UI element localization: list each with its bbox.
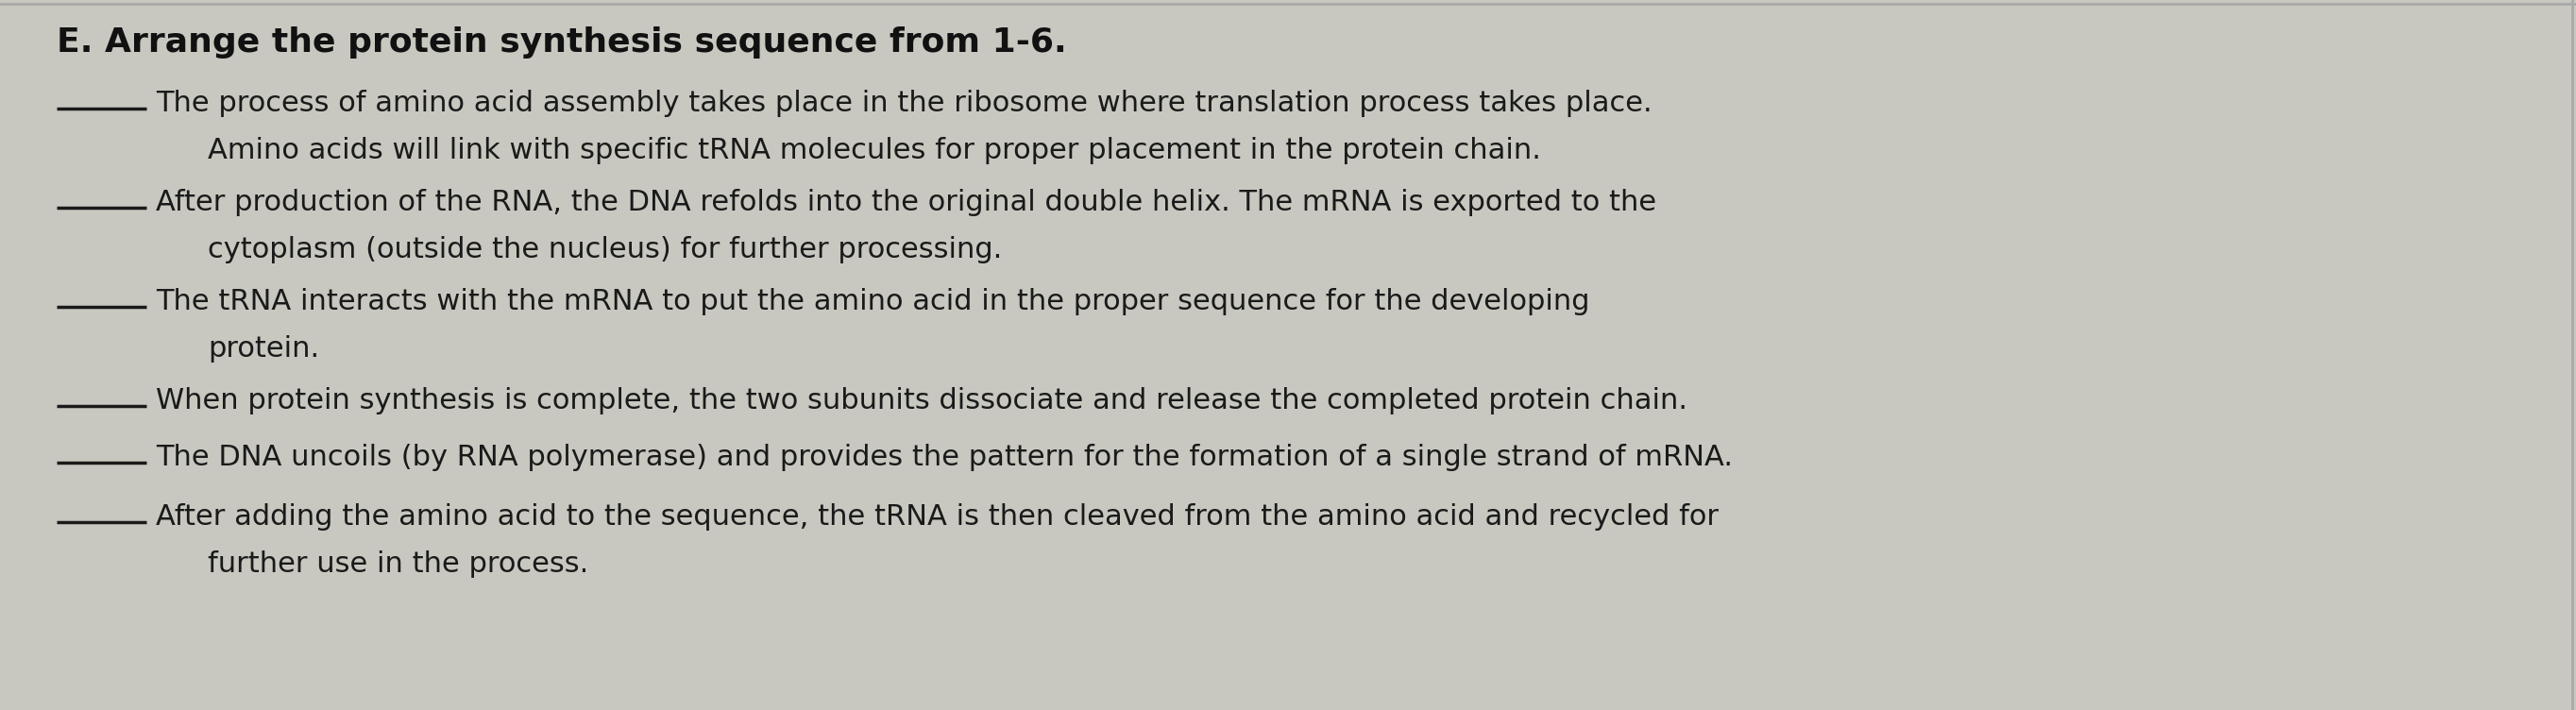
Text: protein.: protein.	[209, 335, 319, 363]
Text: The process of amino acid assembly takes place in the ribosome where translation: The process of amino acid assembly takes…	[155, 89, 1651, 117]
Text: When protein synthesis is complete, the two subunits dissociate and release the : When protein synthesis is complete, the …	[155, 387, 1687, 415]
Text: further use in the process.: further use in the process.	[209, 550, 587, 578]
Text: After adding the amino acid to the sequence, the tRNA is then cleaved from the a: After adding the amino acid to the seque…	[155, 503, 1718, 530]
Text: E. Arrange the protein synthesis sequence from 1-6.: E. Arrange the protein synthesis sequenc…	[57, 26, 1066, 58]
Text: Amino acids will link with specific tRNA molecules for proper placement in the p: Amino acids will link with specific tRNA…	[209, 137, 1540, 164]
Text: The DNA uncoils (by RNA polymerase) and provides the pattern for the formation o: The DNA uncoils (by RNA polymerase) and …	[155, 444, 1734, 471]
Text: After production of the RNA, the DNA refolds into the original double helix. The: After production of the RNA, the DNA ref…	[155, 189, 1656, 217]
Text: cytoplasm (outside the nucleus) for further processing.: cytoplasm (outside the nucleus) for furt…	[209, 236, 1002, 263]
Text: The tRNA interacts with the mRNA to put the amino acid in the proper sequence fo: The tRNA interacts with the mRNA to put …	[155, 288, 1589, 315]
